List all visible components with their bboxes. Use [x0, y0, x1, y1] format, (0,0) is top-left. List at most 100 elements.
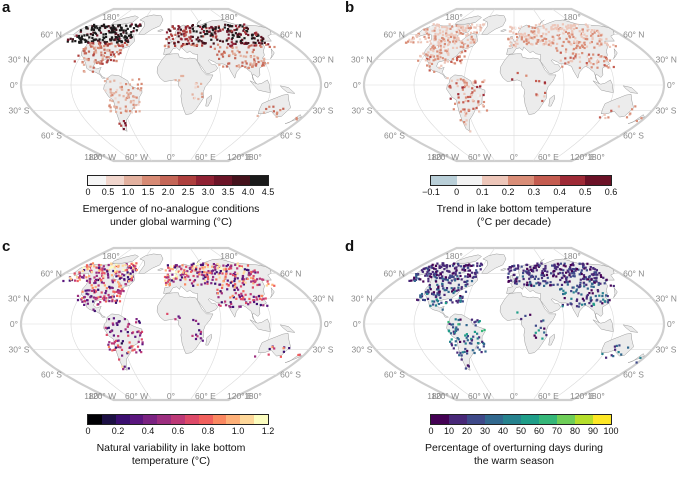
lake-cell	[93, 60, 96, 63]
lake-cell	[601, 352, 604, 355]
lake-cell	[77, 54, 80, 57]
lake-cell	[556, 49, 559, 52]
lake-cell	[113, 92, 116, 95]
lake-cell	[433, 46, 436, 49]
lake-cell	[127, 280, 131, 283]
lake-cell	[195, 30, 198, 33]
lake-cell	[586, 26, 589, 29]
lake-cell	[105, 327, 109, 330]
lake-cell	[226, 24, 230, 27]
lake-cell	[257, 295, 260, 298]
lake-cell	[224, 304, 228, 307]
lake-cell	[256, 271, 259, 274]
lake-cell	[128, 266, 131, 269]
lake-cell	[432, 50, 435, 53]
lake-cell	[98, 38, 101, 41]
lake-cell	[449, 332, 453, 335]
lake-cell	[211, 265, 214, 268]
lake-cell	[443, 293, 446, 296]
lake-cell	[463, 81, 466, 84]
lake-cell	[574, 269, 577, 272]
lake-cell	[196, 275, 199, 278]
lake-cell	[610, 354, 613, 357]
lake-cell	[76, 279, 79, 283]
lake-cell	[199, 337, 202, 340]
lake-cell	[601, 294, 604, 298]
lake-cell	[543, 81, 546, 84]
lake-cell	[413, 279, 416, 282]
lake-cell	[119, 285, 122, 288]
lake-cell	[131, 345, 134, 348]
lake-cell	[97, 271, 100, 274]
lake-cell	[427, 33, 430, 36]
lake-cell	[193, 44, 196, 47]
lake-cell	[583, 44, 586, 47]
colorbar-tick-label: 1.0	[231, 426, 245, 436]
lake-cell	[597, 290, 600, 293]
lake-cell	[257, 41, 261, 44]
lake-cell	[117, 39, 120, 42]
colorbar-title-line: Percentage of overturning days during	[424, 442, 604, 454]
lake-cell	[114, 269, 117, 272]
lake-cell	[444, 58, 447, 61]
lake-cell	[231, 44, 234, 47]
lake-cell	[206, 282, 209, 285]
lake-cell	[412, 278, 415, 281]
lake-cell	[191, 93, 194, 96]
lake-cell	[202, 277, 205, 280]
lake-cell	[135, 262, 138, 265]
lake-cell	[187, 42, 190, 45]
lake-cell	[589, 62, 592, 65]
lake-cell	[408, 38, 411, 41]
lake-cell	[465, 333, 468, 336]
lake-cell	[546, 270, 549, 273]
lake-cell	[101, 297, 105, 300]
lake-cell	[128, 341, 131, 344]
lake-cell	[446, 279, 449, 282]
lake-cell	[97, 266, 100, 270]
lake-cell	[244, 42, 247, 45]
lake-cell	[444, 49, 447, 52]
colorbar-swatch	[212, 415, 227, 424]
lat-label-left: 30° S	[9, 344, 30, 354]
lake-cell	[220, 53, 223, 56]
colorbar-swatch	[88, 176, 106, 185]
lake-cell	[455, 37, 458, 40]
lake-cell	[454, 33, 457, 36]
lake-cell	[256, 298, 259, 301]
lake-cell	[510, 26, 514, 29]
lake-cell	[109, 94, 113, 97]
lake-cell	[528, 36, 531, 39]
lake-cell	[464, 342, 467, 345]
colorbar-tick-label: 4.0	[241, 187, 255, 197]
lake-cell	[255, 63, 258, 66]
lake-cell	[242, 296, 245, 299]
lake-cell	[566, 283, 569, 286]
lake-cell	[454, 267, 457, 270]
lake-cell	[439, 32, 442, 35]
lake-cell	[123, 318, 126, 321]
lake-cell	[434, 27, 437, 30]
lake-cell	[460, 299, 463, 302]
lake-cell	[207, 270, 210, 273]
lake-cell	[464, 29, 467, 33]
lake-cell	[128, 110, 132, 113]
lake-cell	[179, 278, 182, 282]
lon-label-bottom: 0°	[510, 152, 518, 162]
lake-cell	[119, 346, 122, 349]
lat-label-right: 0°	[667, 80, 675, 90]
lake-cell	[459, 318, 462, 321]
lake-cell	[111, 27, 114, 30]
lake-cell	[165, 283, 168, 287]
lake-cell	[509, 26, 512, 29]
lake-cell	[583, 33, 586, 36]
lake-cell	[460, 287, 463, 290]
lake-cell	[631, 108, 634, 111]
lake-cell	[463, 264, 466, 268]
lake-cell	[578, 302, 581, 305]
lake-cell	[93, 281, 96, 285]
lake-cell	[536, 24, 539, 27]
landmass-greenland	[138, 253, 164, 274]
lake-cell	[455, 299, 458, 303]
